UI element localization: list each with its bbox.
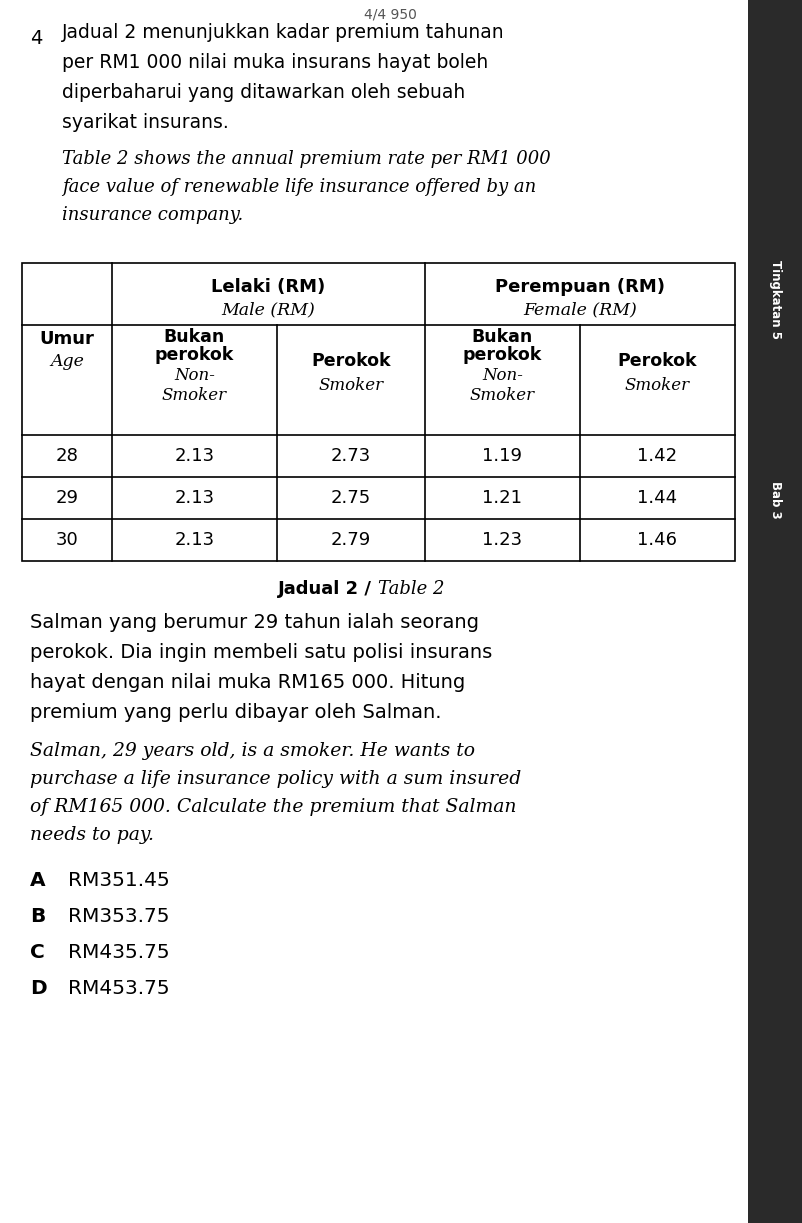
Text: A: A: [30, 872, 46, 890]
Text: Table 2 shows the annual premium rate per RM1 000: Table 2 shows the annual premium rate pe…: [62, 150, 550, 168]
Text: Umur: Umur: [39, 330, 95, 349]
Text: 1.42: 1.42: [637, 446, 677, 465]
Text: RM351.45: RM351.45: [68, 872, 169, 890]
Text: Lelaki (RM): Lelaki (RM): [211, 278, 326, 296]
Text: perokok. Dia ingin membeli satu polisi insurans: perokok. Dia ingin membeli satu polisi i…: [30, 643, 492, 663]
Text: of RM165 000. Calculate the premium that Salman: of RM165 000. Calculate the premium that…: [30, 797, 516, 816]
Text: 2.75: 2.75: [330, 489, 371, 508]
Text: Perempuan (RM): Perempuan (RM): [494, 278, 664, 296]
Text: 2.13: 2.13: [174, 446, 214, 465]
Text: Age: Age: [50, 352, 84, 369]
Text: insurance company.: insurance company.: [62, 205, 243, 224]
Text: Non-: Non-: [481, 367, 522, 384]
Text: 4: 4: [30, 28, 43, 48]
Text: perokok: perokok: [155, 346, 234, 364]
Text: 30: 30: [55, 531, 79, 549]
Text: 28: 28: [55, 446, 79, 465]
Text: perokok: perokok: [462, 346, 541, 364]
Text: 1.44: 1.44: [637, 489, 677, 508]
Text: B: B: [30, 907, 45, 927]
Text: Salman, 29 years old, is a smoker. He wants to: Salman, 29 years old, is a smoker. He wa…: [30, 742, 475, 759]
Text: needs to pay.: needs to pay.: [30, 826, 154, 844]
Text: Perokok: Perokok: [311, 352, 391, 371]
Text: RM435.75: RM435.75: [68, 943, 169, 963]
Text: Table 2: Table 2: [378, 580, 444, 598]
Text: Smoker: Smoker: [162, 386, 227, 404]
Text: 2.73: 2.73: [330, 446, 371, 465]
Text: Male (RM): Male (RM): [221, 301, 315, 318]
Text: hayat dengan nilai muka RM165 000. Hitung: hayat dengan nilai muka RM165 000. Hitun…: [30, 674, 464, 692]
Text: D: D: [30, 980, 47, 998]
Text: Jadual 2 menunjukkan kadar premium tahunan: Jadual 2 menunjukkan kadar premium tahun…: [62, 23, 504, 43]
Text: 1.23: 1.23: [482, 531, 522, 549]
Text: Bab 3: Bab 3: [768, 481, 781, 519]
Text: premium yang perlu dibayar oleh Salman.: premium yang perlu dibayar oleh Salman.: [30, 703, 441, 723]
Text: 1.19: 1.19: [482, 446, 522, 465]
Text: Smoker: Smoker: [624, 377, 689, 394]
Text: Smoker: Smoker: [318, 377, 383, 394]
Text: Female (RM): Female (RM): [522, 301, 636, 318]
Text: diperbaharui yang ditawarkan oleh sebuah: diperbaharui yang ditawarkan oleh sebuah: [62, 83, 464, 103]
Text: 1.46: 1.46: [637, 531, 677, 549]
Text: face value of renewable life insurance offered by an: face value of renewable life insurance o…: [62, 179, 536, 196]
Text: Smoker: Smoker: [469, 386, 534, 404]
Bar: [22, 263, 734, 561]
Text: RM453.75: RM453.75: [68, 980, 169, 998]
Text: purchase a life insurance policy with a sum insured: purchase a life insurance policy with a …: [30, 770, 520, 788]
Text: Bukan: Bukan: [472, 328, 533, 346]
Text: 4/4 950: 4/4 950: [363, 9, 416, 22]
Bar: [747, 0, 802, 1223]
Text: RM353.75: RM353.75: [68, 907, 169, 927]
Text: Perokok: Perokok: [617, 352, 696, 371]
Text: 1.21: 1.21: [482, 489, 522, 508]
Text: Non-: Non-: [174, 367, 215, 384]
Text: Bukan: Bukan: [164, 328, 225, 346]
Text: C: C: [30, 943, 45, 963]
Text: 29: 29: [55, 489, 79, 508]
Text: Tingkatan 5: Tingkatan 5: [768, 260, 781, 340]
Text: 2.13: 2.13: [174, 489, 214, 508]
Text: Jadual 2 /: Jadual 2 /: [278, 580, 378, 598]
Text: Salman yang berumur 29 tahun ialah seorang: Salman yang berumur 29 tahun ialah seora…: [30, 614, 479, 632]
Text: per RM1 000 nilai muka insurans hayat boleh: per RM1 000 nilai muka insurans hayat bo…: [62, 54, 488, 72]
Text: syarikat insurans.: syarikat insurans.: [62, 114, 229, 132]
Text: 2.13: 2.13: [174, 531, 214, 549]
Text: 2.79: 2.79: [330, 531, 371, 549]
